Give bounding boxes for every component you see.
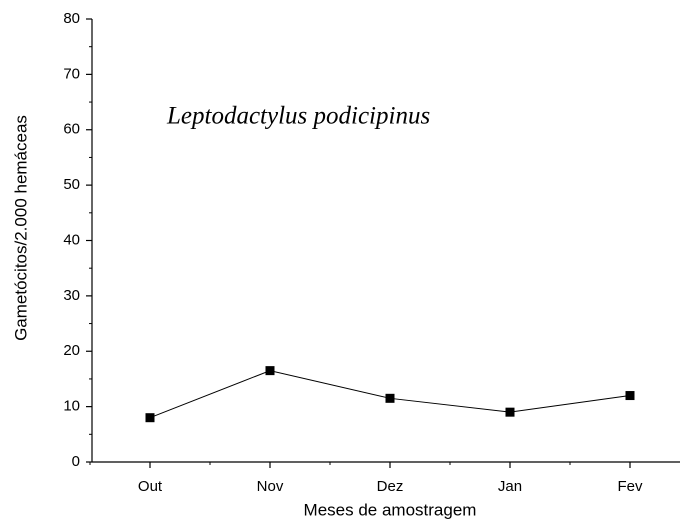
x-axis-title: Meses de amostragem bbox=[304, 500, 477, 519]
y-tick-label: 70 bbox=[63, 65, 80, 82]
y-tick-label: 60 bbox=[63, 121, 80, 138]
marker bbox=[625, 391, 635, 401]
y-axis-title: Gametócitos/2.000 hemáceas bbox=[11, 115, 30, 341]
x-tick-label: Nov bbox=[257, 478, 284, 495]
marker bbox=[265, 366, 275, 376]
x-tick-label: Jan bbox=[498, 478, 522, 495]
annotation: Leptodactylus podicipinus bbox=[166, 103, 430, 130]
y-tick-label: 10 bbox=[63, 398, 80, 415]
marker bbox=[385, 393, 395, 403]
marker bbox=[145, 413, 155, 423]
y-tick-label: 80 bbox=[63, 10, 80, 27]
y-tick-label: 40 bbox=[63, 231, 80, 248]
y-tick-label: 50 bbox=[63, 176, 80, 193]
y-tick-label: 20 bbox=[63, 342, 80, 359]
x-tick-label: Fev bbox=[617, 478, 643, 495]
x-tick-label: Out bbox=[138, 478, 163, 495]
marker bbox=[505, 407, 515, 417]
x-tick-label: Dez bbox=[377, 478, 404, 495]
y-tick-label: 0 bbox=[72, 453, 80, 470]
y-tick-label: 30 bbox=[63, 287, 80, 304]
